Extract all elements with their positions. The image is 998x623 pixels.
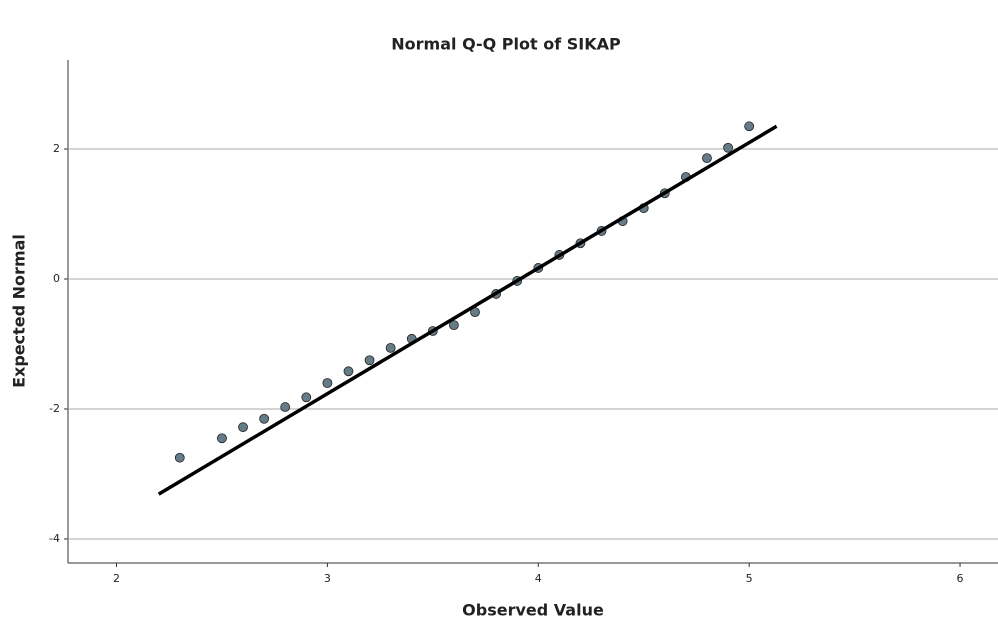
point bbox=[385, 342, 396, 353]
y-axis-label: Expected Normal bbox=[10, 234, 29, 388]
point bbox=[449, 320, 459, 331]
x-tick-label: 5 bbox=[746, 572, 753, 585]
chart-title: Normal Q-Q Plot of SIKAP bbox=[391, 35, 621, 54]
point bbox=[702, 153, 712, 164]
x-tick-label: 2 bbox=[113, 572, 120, 585]
point bbox=[259, 413, 270, 424]
point bbox=[238, 422, 248, 433]
point bbox=[322, 378, 333, 388]
y-tick-label: 2 bbox=[53, 142, 60, 155]
y-tick-label: -4 bbox=[49, 532, 60, 545]
point bbox=[343, 366, 354, 377]
x-tick-label: 6 bbox=[957, 572, 964, 585]
point bbox=[364, 355, 375, 366]
point bbox=[280, 402, 291, 412]
point bbox=[723, 142, 733, 153]
point bbox=[174, 452, 185, 463]
x-tick-label: 3 bbox=[324, 572, 331, 585]
point bbox=[744, 121, 755, 132]
point bbox=[217, 433, 227, 444]
y-tick-label: -2 bbox=[49, 402, 60, 415]
y-tick-label: 0 bbox=[53, 272, 60, 285]
point bbox=[301, 392, 312, 403]
reference-line bbox=[157, 124, 778, 496]
x-axis-label: Observed Value bbox=[462, 601, 604, 620]
x-tick-label: 4 bbox=[535, 572, 542, 585]
